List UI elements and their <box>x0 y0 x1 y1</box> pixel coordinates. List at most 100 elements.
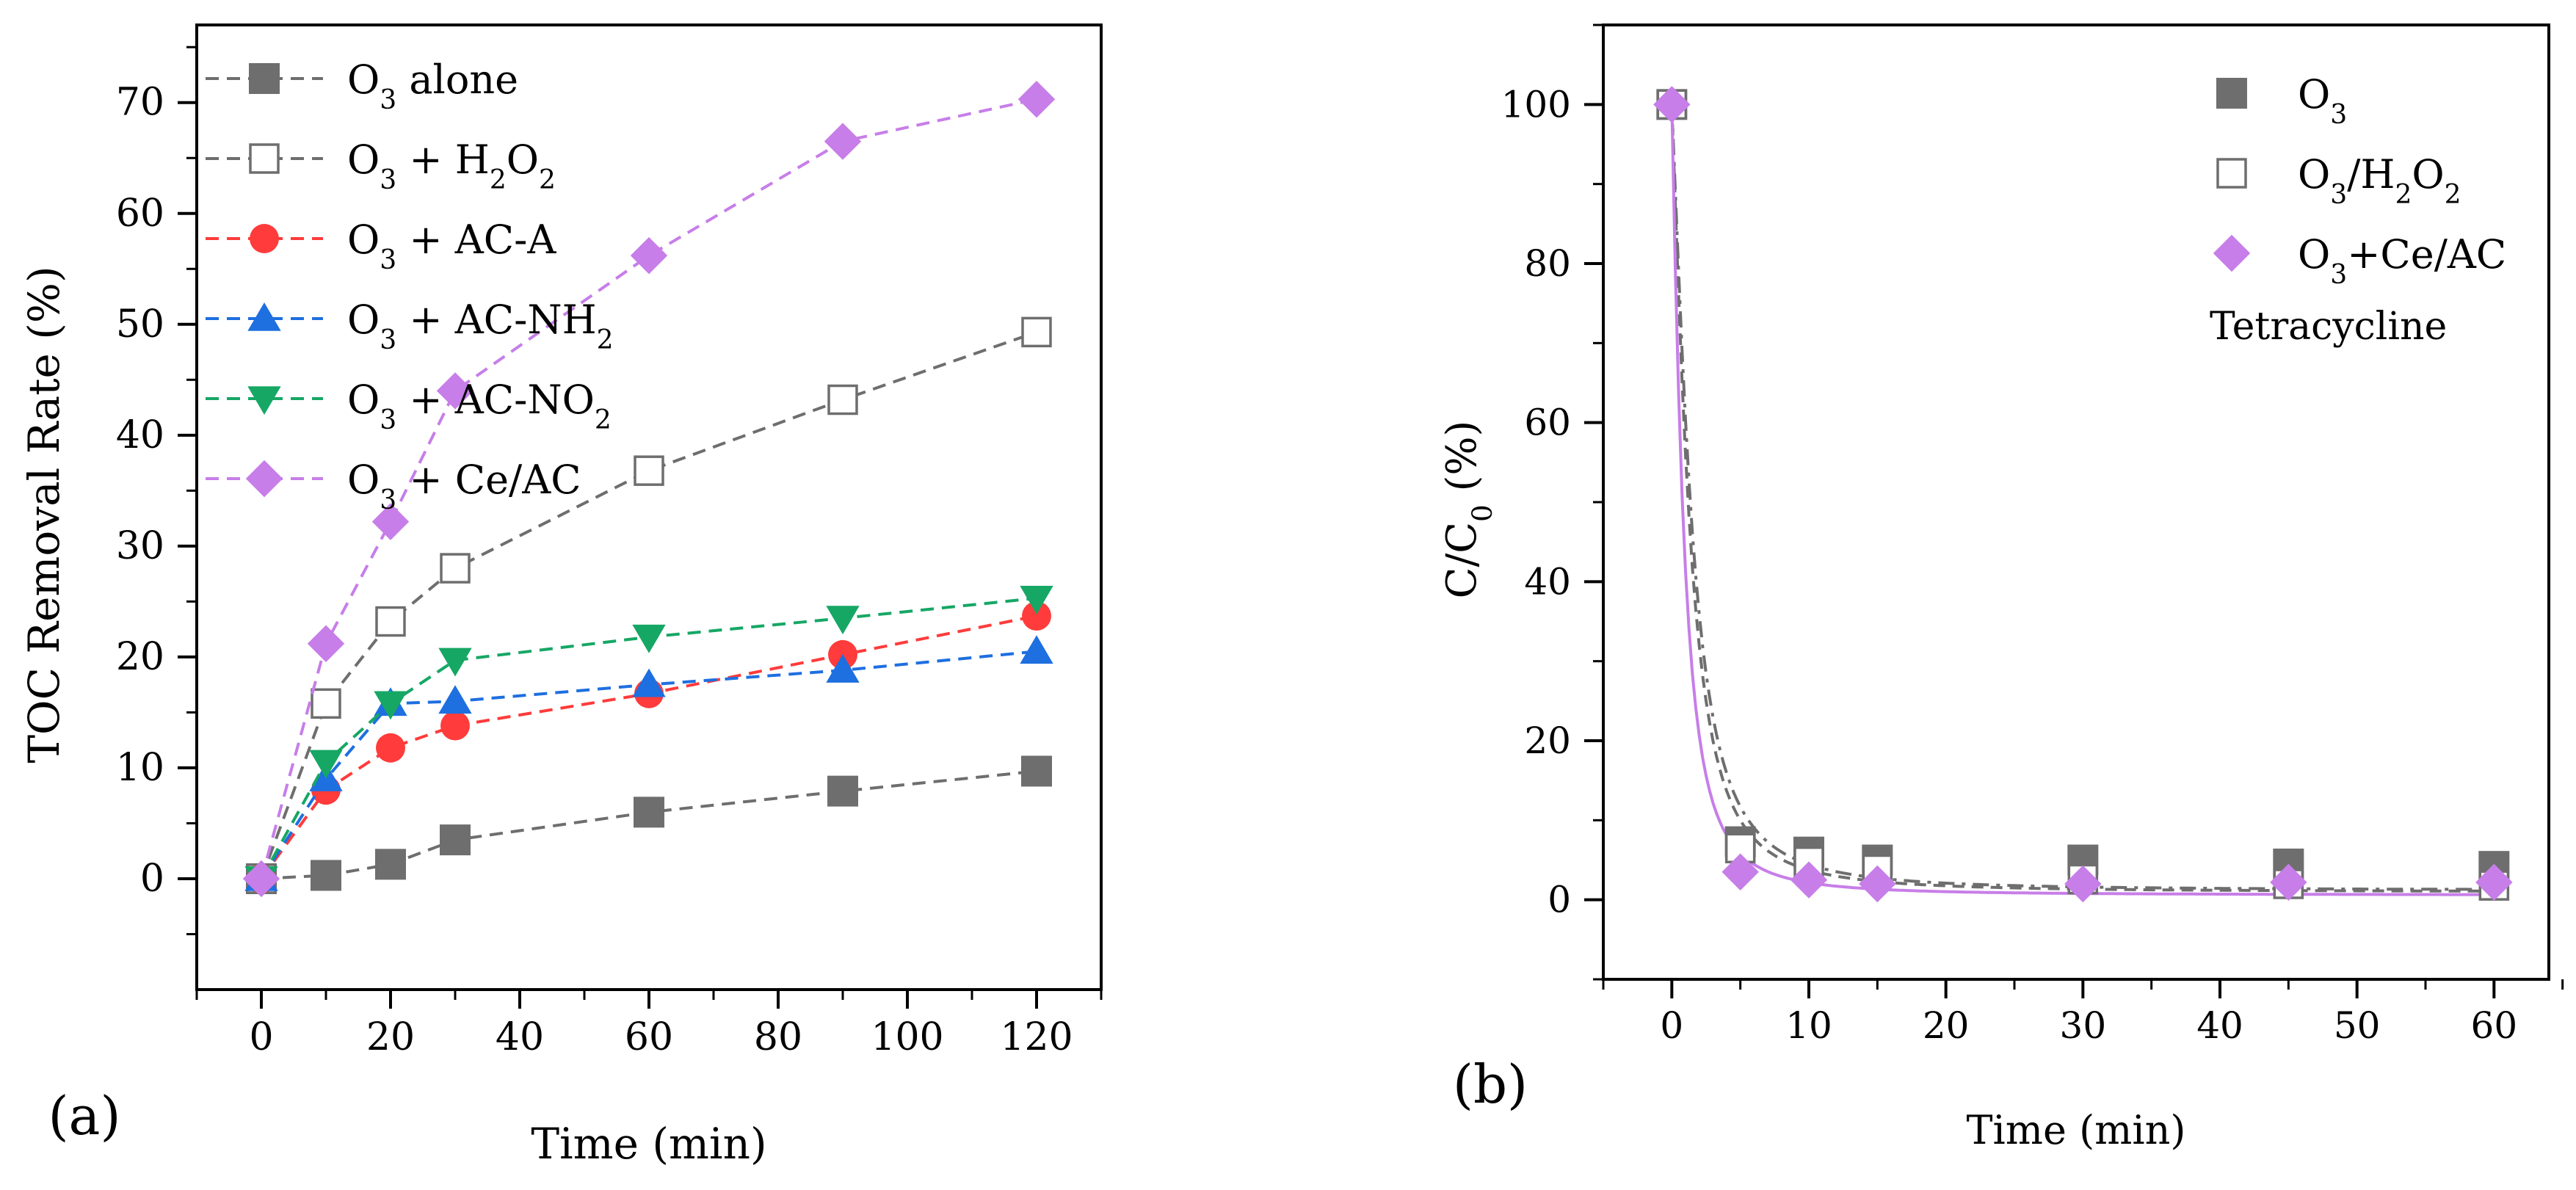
y-tick-label: 70 <box>116 81 164 125</box>
legend-marker <box>2213 234 2251 272</box>
data-point <box>824 123 862 160</box>
fit-curve <box>1670 104 2495 896</box>
x-axis-title: Time (min) <box>1966 1107 2185 1153</box>
data-point <box>242 860 280 898</box>
y-tick-label: 80 <box>1524 242 1571 285</box>
data-point <box>827 384 858 416</box>
subscript: 3 <box>380 405 396 435</box>
data-point <box>375 849 406 880</box>
legend-marker <box>245 460 283 498</box>
data-point <box>1022 601 1051 631</box>
legend-label: O3 + Ce/AC <box>347 457 581 515</box>
label-part: + H <box>396 137 490 183</box>
label-part: O <box>347 137 380 183</box>
subscript: 3 <box>2330 100 2347 130</box>
legend-label: O3 + AC-NH2 <box>347 297 614 355</box>
subscript: 3 <box>380 245 396 275</box>
data-point <box>2270 863 2307 901</box>
data-point <box>307 625 345 662</box>
x-tick-label: 0 <box>249 1015 273 1059</box>
label-part: O <box>2298 231 2330 277</box>
y-tick-label: 60 <box>1524 402 1571 444</box>
data-point <box>375 606 406 637</box>
data-point <box>1020 586 1053 614</box>
label-part: +Ce/AC <box>2347 231 2506 277</box>
legend-marker <box>247 302 281 331</box>
data-point <box>311 860 341 891</box>
subscript: 2 <box>2445 180 2461 210</box>
label-part: O <box>2298 71 2330 117</box>
data-point <box>826 653 860 683</box>
data-point <box>440 824 471 856</box>
label-part: O <box>347 457 380 503</box>
data-point <box>827 775 858 807</box>
data-point <box>374 691 407 720</box>
data-point <box>2064 865 2102 903</box>
y-axis-title: TOC Removal Rate (%) <box>19 266 69 763</box>
data-point <box>1721 853 1759 890</box>
data-point <box>2475 863 2513 901</box>
x-tick-label: 80 <box>754 1015 802 1059</box>
data-point <box>826 606 860 635</box>
label-part: + AC-NH <box>396 297 596 343</box>
subscript: 2 <box>490 165 507 195</box>
subscript: 3 <box>380 165 396 195</box>
data-point <box>632 624 666 653</box>
subscript: 3 <box>2330 180 2347 210</box>
subscript: 2 <box>539 165 556 195</box>
x-axis-title: Time (min) <box>531 1119 766 1169</box>
label-part: O <box>2412 151 2444 197</box>
data-point <box>371 503 410 540</box>
label-part: (%) <box>1438 421 1486 505</box>
legend-marker <box>250 224 279 253</box>
data-point <box>1653 86 1691 123</box>
legend-label: O3 + AC-NO2 <box>347 377 612 435</box>
data-point <box>632 668 666 697</box>
x-tick-label: 40 <box>2196 1004 2243 1047</box>
subscript: 2 <box>597 325 614 355</box>
legend-marker <box>249 63 280 94</box>
label-part: O <box>347 297 380 343</box>
data-point <box>630 236 668 275</box>
subscript: 3 <box>380 85 396 115</box>
fit-curve <box>1670 104 2495 891</box>
x-tick-label: 50 <box>2334 1004 2381 1047</box>
panel-label-b: (b) <box>1453 1053 1528 1115</box>
x-tick-label: 40 <box>496 1015 544 1059</box>
y-tick-label: 0 <box>1548 879 1571 921</box>
data-point <box>309 750 343 779</box>
y-tick-label: 10 <box>116 746 164 790</box>
label-part: O <box>347 377 380 423</box>
subscript: 3 <box>2330 260 2347 290</box>
y-tick-label: 20 <box>1524 719 1571 762</box>
data-point <box>1790 861 1828 899</box>
x-tick-label: 20 <box>366 1015 415 1059</box>
x-tick-label: 10 <box>1785 1004 1832 1047</box>
label-part: + Ce/AC <box>396 457 581 503</box>
panel-label-a: (a) <box>48 1085 120 1147</box>
subscript: 3 <box>380 325 396 355</box>
label-part: O <box>507 137 539 183</box>
y-axis-title: C/C0 (%) <box>1438 421 1498 599</box>
label-part: + AC-NO <box>396 377 595 423</box>
panel-a: 0 20 40 60 80 100 120 0 10 20 30 40 50 60 70 Time (min)… <box>19 23 1103 1169</box>
legend-marker <box>2216 78 2247 109</box>
label-part: + AC-A <box>396 217 556 263</box>
data-point <box>1020 635 1053 664</box>
data-point <box>1017 80 1056 118</box>
legend-label: O3 + AC-A <box>347 217 556 275</box>
x-tick-label: 20 <box>1923 1004 1970 1047</box>
annotation-tetracycline: Tetracycline <box>2210 305 2447 349</box>
legend-label: O3/H2O2 <box>2298 151 2461 210</box>
data-point <box>311 688 341 719</box>
fit-curve <box>1670 104 2495 893</box>
data-point <box>1859 865 1896 903</box>
data-point <box>634 797 664 828</box>
x-tick-label: 30 <box>2060 1004 2107 1047</box>
label-part: C/C <box>1438 522 1486 599</box>
legend-label: O3 alone <box>347 57 518 115</box>
y-tick-label: 40 <box>116 413 164 457</box>
y-tick-label: 100 <box>1501 83 1571 126</box>
